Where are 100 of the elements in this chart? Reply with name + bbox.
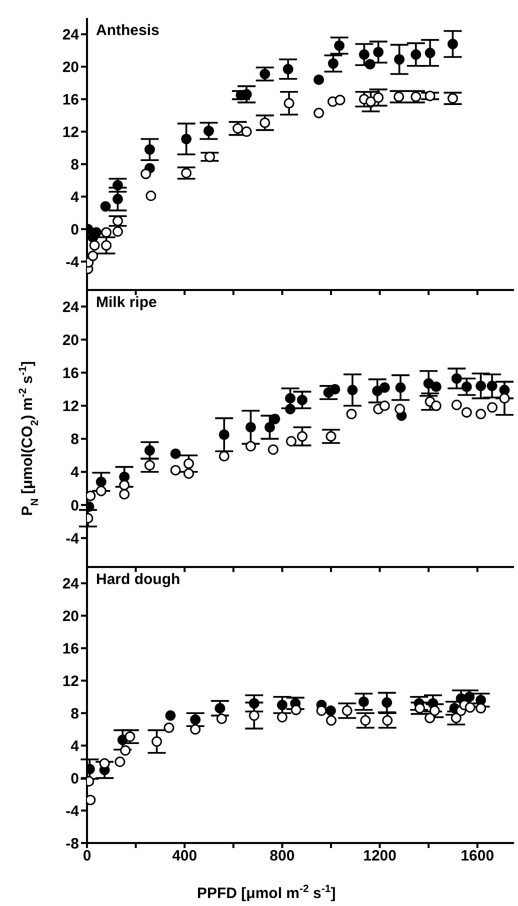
point (245, 422, 256, 433)
y-tick-label: 20 (62, 608, 79, 626)
point (276, 712, 288, 722)
y-tick-label: 16 (62, 365, 79, 382)
point (379, 400, 390, 412)
y-tick-label: 4 (70, 738, 80, 755)
point (152, 736, 162, 747)
point (461, 407, 472, 418)
point (181, 134, 192, 144)
point (119, 488, 130, 500)
point (214, 702, 226, 714)
point (424, 48, 436, 58)
point (248, 698, 260, 709)
point (447, 93, 458, 104)
y-tick-label: -4 (66, 802, 80, 820)
point (358, 49, 370, 60)
point (424, 712, 436, 724)
point (330, 384, 340, 394)
point (424, 90, 436, 102)
point (447, 38, 458, 50)
point (296, 394, 308, 406)
y-tick-label: -8 (66, 835, 79, 852)
point (112, 180, 124, 191)
point (164, 722, 174, 733)
y-tick-label: 4 (70, 188, 80, 206)
point (461, 381, 472, 392)
point (394, 54, 405, 65)
x-tick-label: 1600 (460, 848, 494, 865)
y-tick-label: 8 (70, 156, 79, 174)
x-tick-label: 800 (270, 848, 295, 865)
point (410, 92, 422, 102)
point (382, 697, 392, 708)
point (270, 414, 280, 424)
point (91, 227, 102, 238)
y-tick-label: 24 (62, 298, 80, 316)
x-axis-title: PPFD [μmol m$^{-2}$ s$^{-1}$] (196, 883, 336, 902)
point (373, 92, 384, 103)
point (486, 380, 498, 392)
point (203, 126, 214, 136)
y-tick-label: 0 (70, 497, 79, 514)
point (241, 126, 252, 137)
point (99, 758, 110, 769)
point (394, 404, 406, 414)
point (260, 117, 270, 128)
point (100, 201, 111, 212)
point (286, 436, 296, 447)
point (89, 240, 100, 251)
y-tick-label: 24 (62, 576, 80, 593)
point (101, 227, 112, 238)
point (423, 378, 434, 389)
point (296, 431, 308, 442)
point (451, 400, 462, 410)
point (284, 98, 294, 109)
x-tick-label: 0 (82, 848, 92, 865)
point (218, 450, 230, 462)
point (282, 64, 294, 74)
point (204, 152, 215, 162)
point (120, 745, 131, 756)
y-tick-label: 16 (62, 92, 79, 109)
point (395, 382, 406, 393)
point (112, 226, 124, 237)
y-tick-label: 24 (62, 26, 80, 44)
point (88, 250, 98, 262)
point (144, 144, 155, 155)
point (334, 40, 345, 51)
point (430, 381, 442, 392)
point (101, 240, 112, 251)
point (464, 702, 476, 713)
point (358, 696, 369, 708)
point (326, 431, 336, 442)
point (451, 373, 462, 384)
y-tick-label: -4 (66, 254, 80, 271)
point (260, 68, 270, 80)
point (347, 384, 358, 396)
point (314, 74, 324, 85)
point (248, 710, 260, 721)
point (146, 190, 156, 202)
point (216, 714, 227, 724)
point (112, 216, 124, 226)
point (379, 382, 390, 393)
point (429, 705, 440, 716)
point (96, 486, 106, 496)
point (144, 445, 155, 456)
point (190, 724, 201, 735)
point (245, 441, 256, 452)
point (346, 408, 357, 420)
point (364, 59, 376, 70)
point (476, 408, 486, 420)
point (112, 194, 124, 204)
point (487, 402, 498, 413)
point (476, 702, 486, 714)
point (165, 710, 176, 721)
chart-title: Anthesis (96, 22, 160, 39)
point (183, 468, 194, 479)
y-tick-label: 12 (62, 672, 79, 690)
chart-title: Milk ripe (96, 294, 157, 311)
point (284, 393, 296, 404)
point (232, 123, 244, 134)
y-tick-label: 20 (62, 332, 79, 349)
point (140, 168, 152, 180)
